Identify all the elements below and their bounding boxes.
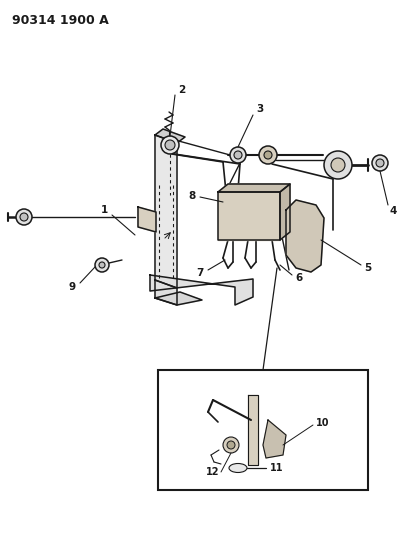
Polygon shape — [263, 420, 286, 458]
Circle shape — [324, 151, 352, 179]
Circle shape — [161, 136, 179, 154]
Circle shape — [227, 441, 235, 449]
Circle shape — [165, 140, 175, 150]
Text: 10: 10 — [316, 418, 330, 428]
Text: 9: 9 — [69, 282, 76, 292]
Text: 7: 7 — [197, 268, 204, 278]
Text: 12: 12 — [205, 467, 219, 477]
Polygon shape — [155, 129, 185, 143]
Text: 1: 1 — [101, 205, 108, 215]
Polygon shape — [218, 192, 280, 240]
Circle shape — [264, 151, 272, 159]
Circle shape — [234, 151, 242, 159]
Text: 3: 3 — [256, 104, 263, 114]
Polygon shape — [280, 184, 290, 240]
Circle shape — [331, 158, 345, 172]
Polygon shape — [248, 395, 258, 465]
Polygon shape — [286, 200, 324, 272]
Polygon shape — [155, 135, 177, 288]
Polygon shape — [150, 275, 253, 305]
Text: 8: 8 — [189, 191, 196, 201]
Circle shape — [376, 159, 384, 167]
Polygon shape — [138, 207, 156, 232]
Text: 5: 5 — [364, 263, 371, 273]
Text: 6: 6 — [295, 273, 302, 283]
Circle shape — [230, 147, 246, 163]
Circle shape — [99, 262, 105, 268]
Circle shape — [20, 213, 28, 221]
Circle shape — [223, 437, 239, 453]
Circle shape — [259, 146, 277, 164]
Circle shape — [372, 155, 388, 171]
Text: 11: 11 — [270, 463, 283, 473]
Circle shape — [16, 209, 32, 225]
Bar — [158, 370, 368, 490]
Text: 2: 2 — [178, 85, 185, 95]
Text: 4: 4 — [390, 206, 397, 216]
Polygon shape — [155, 280, 177, 305]
Text: 90314 1900 A: 90314 1900 A — [12, 14, 109, 27]
Ellipse shape — [229, 464, 247, 472]
Polygon shape — [218, 184, 290, 192]
Circle shape — [95, 258, 109, 272]
Polygon shape — [155, 292, 202, 305]
